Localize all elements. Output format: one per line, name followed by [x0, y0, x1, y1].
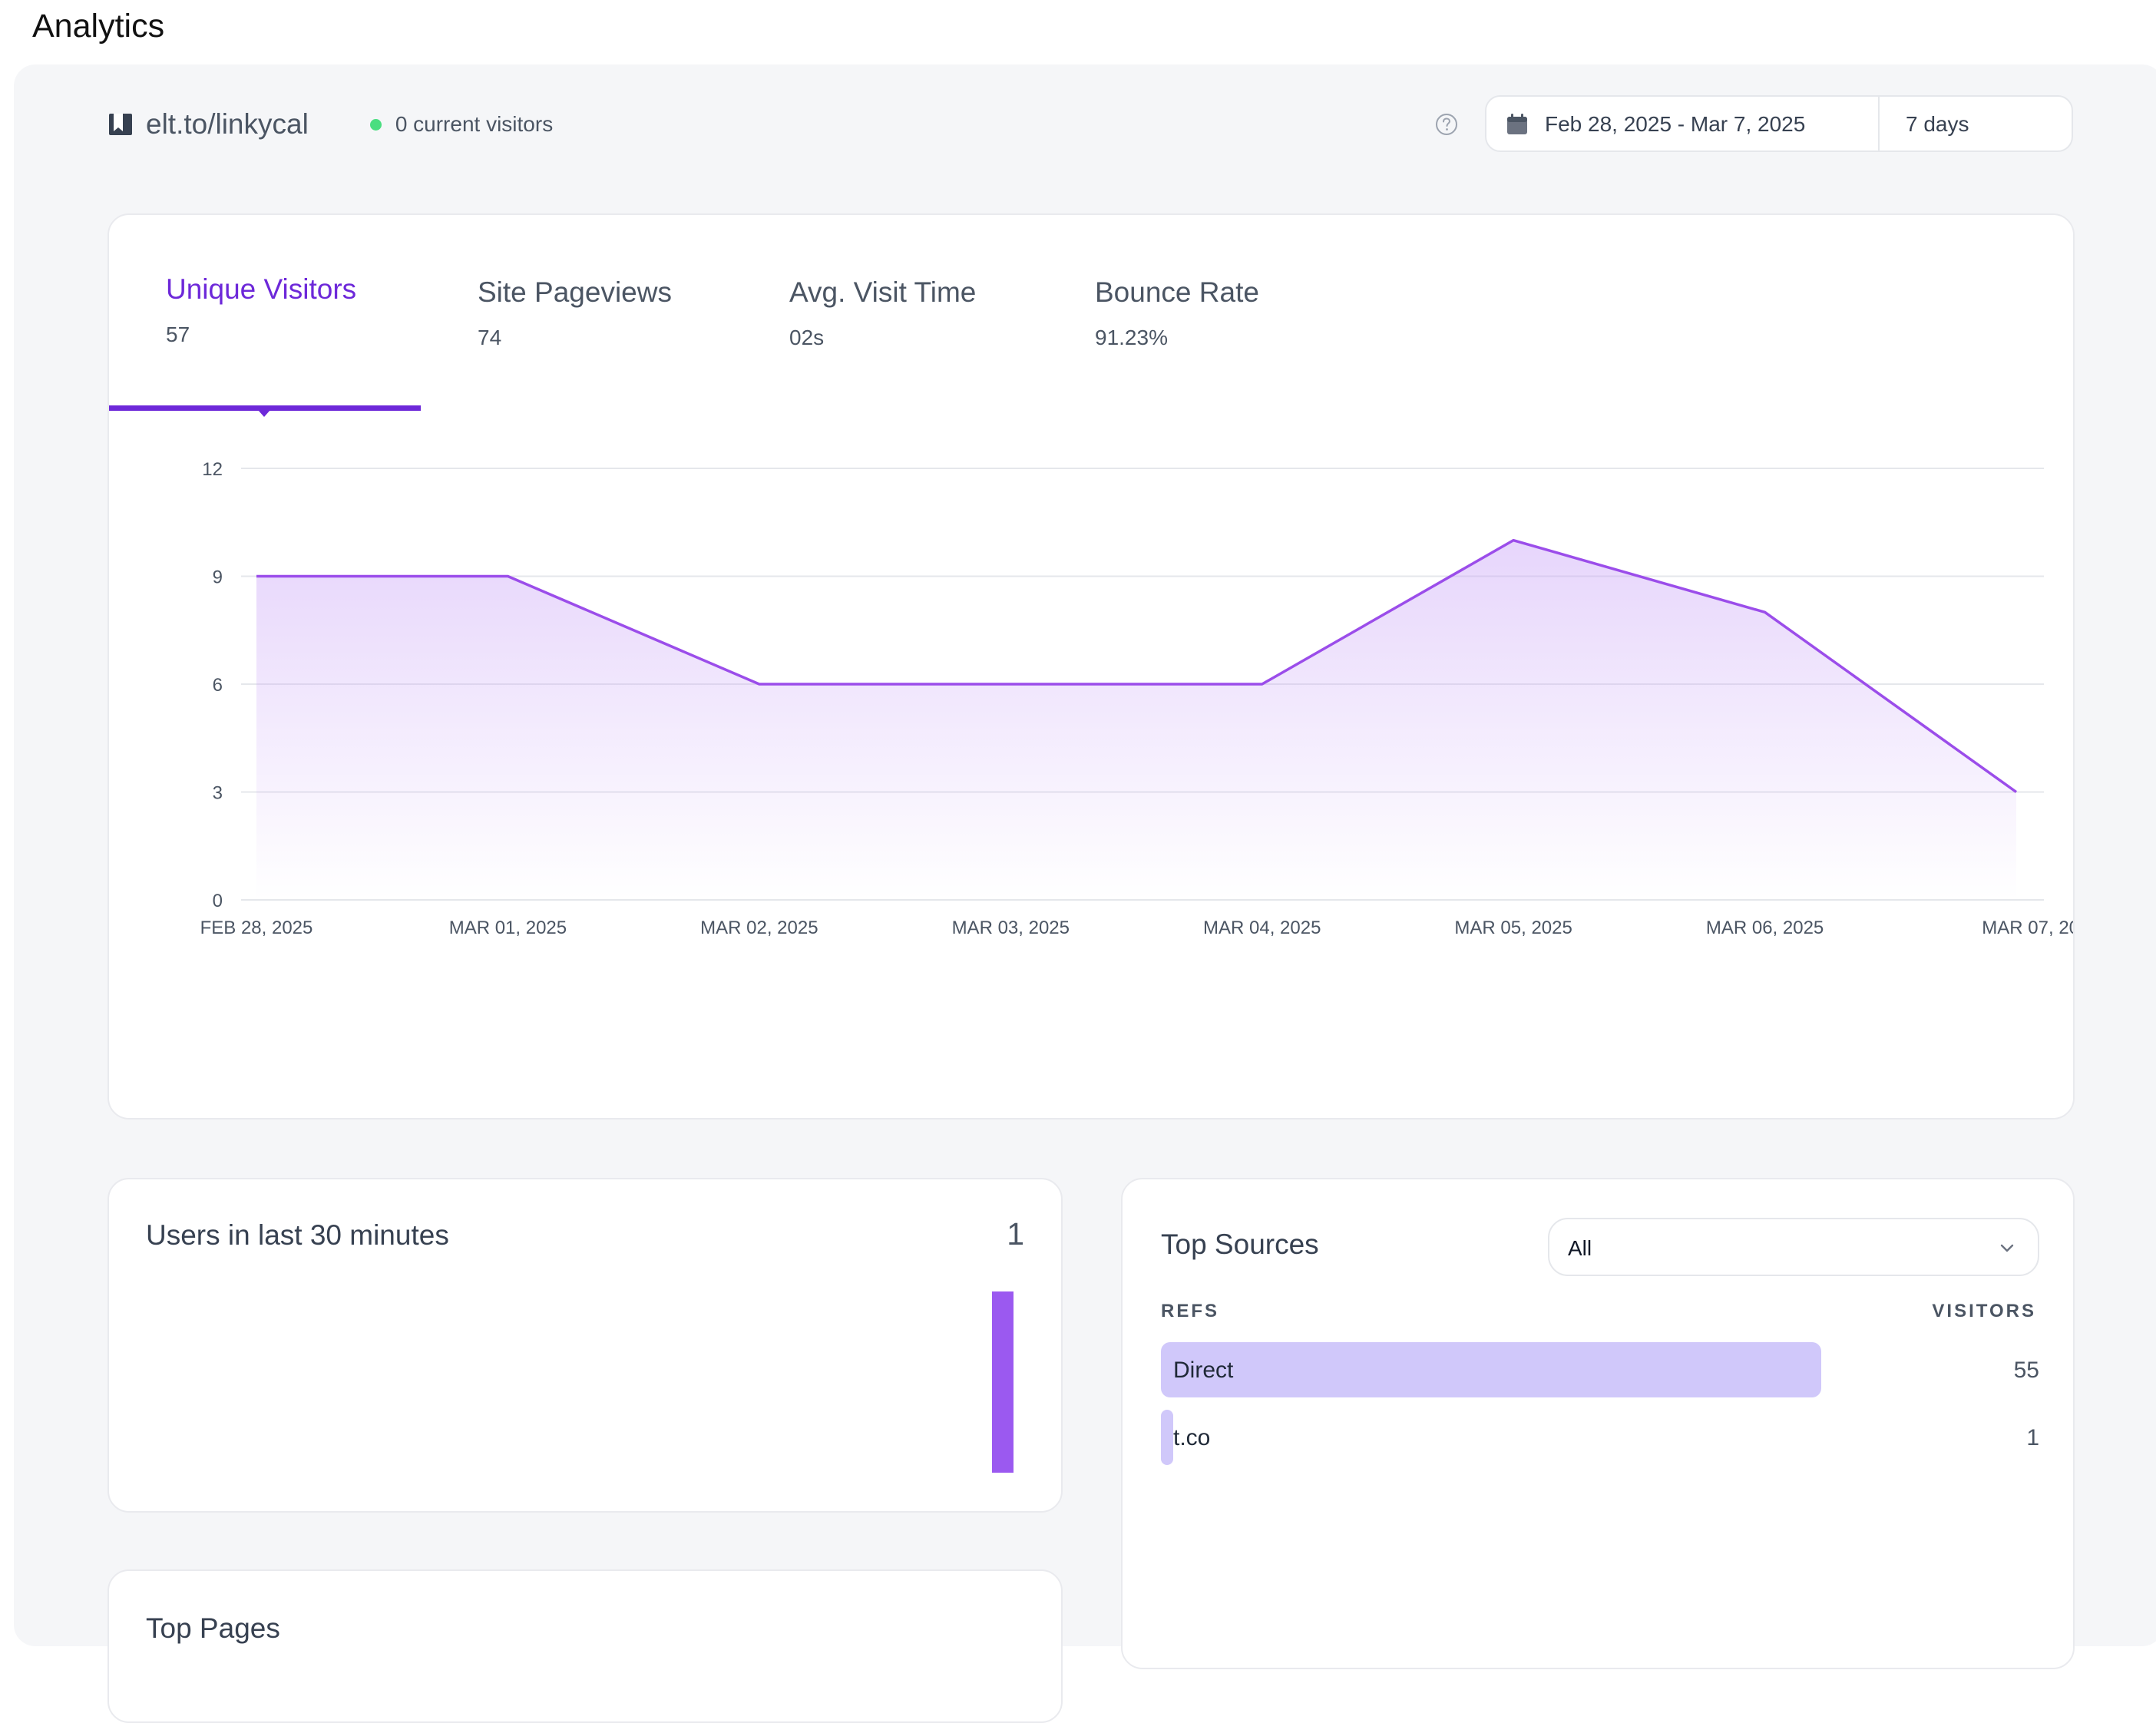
period-select[interactable]: 7 days — [1906, 112, 1969, 136]
date-range-text[interactable]: Feb 28, 2025 - Mar 7, 2025 — [1545, 112, 1806, 136]
sources-filter-select[interactable]: All — [1548, 1218, 2039, 1276]
realtime-bar — [992, 1291, 1014, 1473]
tab-value: 57 — [166, 322, 190, 346]
visitors-area-chart: 0 3 6 9 12 FEB 28, 2025 MAR 01, 2025 MAR 02, 2… — [200, 459, 2073, 938]
site-header: elt.to/linkycal 0 current visitors — [107, 107, 553, 141]
chevron-down-icon — [2000, 1244, 2014, 1252]
x-tick-label: MAR 01, 2025 — [449, 918, 567, 938]
tab-label: Bounce Rate — [1095, 276, 1259, 308]
tab-label: Avg. Visit Time — [789, 276, 977, 308]
date-box-divider — [1878, 97, 1880, 150]
y-tick-label: 9 — [213, 567, 223, 588]
source-name: t.co — [1173, 1425, 1211, 1450]
help-icon[interactable] — [1434, 112, 1459, 137]
x-tick-label: FEB 28, 2025 — [200, 918, 313, 938]
active-tab-indicator — [109, 405, 421, 411]
x-tick-label: MAR 05, 2025 — [1454, 918, 1572, 938]
tab-bounce-rate[interactable]: Bounce Rate 91.23% — [1095, 276, 1259, 350]
x-tick-label: MAR 03, 2025 — [952, 918, 1070, 938]
visitors-chart-card: Unique Visitors 57 Site Pageviews 74 Avg… — [107, 213, 2075, 1119]
series-line — [256, 538, 2018, 793]
tab-value: 74 — [478, 326, 502, 349]
sources-filter-value: All — [1568, 1236, 1592, 1260]
tab-site-pageviews[interactable]: Site Pageviews 74 — [478, 276, 672, 350]
x-tick-label: MAR 04, 2025 — [1203, 918, 1321, 938]
y-tick-label: 0 — [213, 891, 223, 911]
realtime-users-card: Users in last 30 minutes 1 — [107, 1178, 1063, 1513]
tab-value: 91.23% — [1095, 326, 1168, 349]
y-tick-label: 6 — [213, 675, 223, 696]
y-tick-label: 12 — [202, 459, 223, 480]
realtime-title: Users in last 30 minutes — [146, 1219, 449, 1251]
tab-label: Unique Visitors — [166, 273, 357, 305]
source-row-tco[interactable]: t.co 1 — [1161, 1410, 2039, 1465]
top-pages-card: Top Pages — [107, 1569, 1063, 1723]
top-sources-card: Top Sources All REFS VISITORS Direct 55 … — [1121, 1178, 2075, 1669]
source-row-direct[interactable]: Direct 55 — [1161, 1342, 2039, 1397]
tab-label: Site Pageviews — [478, 276, 672, 308]
active-tab-notch — [258, 410, 270, 417]
x-tick-label: MAR 06, 2025 — [1706, 918, 1824, 938]
tab-value: 02s — [789, 326, 825, 349]
tab-unique-visitors[interactable]: Unique Visitors 57 — [166, 273, 356, 347]
series-area — [256, 540, 2016, 900]
source-count: 1 — [2026, 1425, 2039, 1450]
current-visitors: 0 current visitors — [395, 112, 554, 136]
page-title: Analytics — [32, 8, 165, 45]
bookmark-icon — [109, 114, 132, 135]
site-name[interactable]: elt.to/linkycal — [146, 108, 309, 140]
calendar-icon — [1507, 114, 1527, 134]
source-count: 55 — [2013, 1358, 2039, 1383]
pages-title: Top Pages — [146, 1612, 280, 1644]
realtime-count: 1 — [1007, 1216, 1024, 1252]
live-indicator-dot — [369, 118, 382, 131]
x-tick-label: MAR 07, 2025 — [1982, 918, 2073, 938]
date-range-picker[interactable]: Feb 28, 2025 - Mar 7, 2025 7 days — [1485, 95, 2073, 152]
visitors-column-header: VISITORS — [1932, 1301, 2036, 1321]
source-bar — [1161, 1410, 1173, 1465]
refs-column-header: REFS — [1161, 1301, 1220, 1321]
source-bar — [1161, 1342, 1821, 1397]
source-name: Direct — [1173, 1358, 1234, 1383]
sources-title: Top Sources — [1161, 1229, 1319, 1260]
tab-avg-visit-time[interactable]: Avg. Visit Time 02s — [789, 276, 976, 350]
y-tick-label: 3 — [213, 783, 223, 804]
x-tick-label: MAR 02, 2025 — [700, 918, 818, 938]
